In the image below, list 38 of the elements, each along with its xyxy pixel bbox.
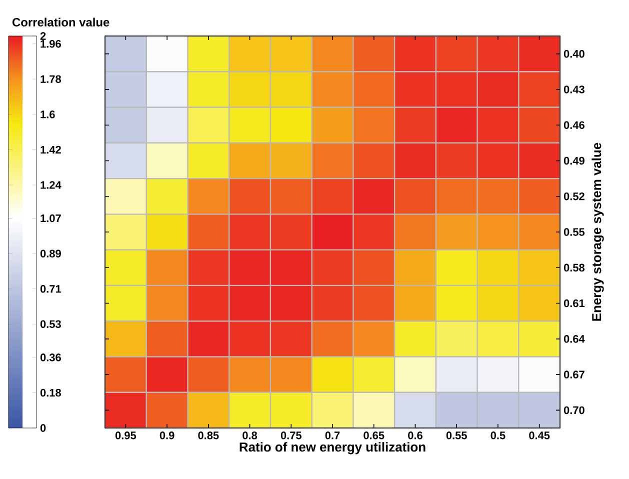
y-tick-label: 0.46 [564, 121, 584, 129]
color-bar-label: 0.53 [40, 320, 61, 328]
color-bar-label: 2 [40, 32, 46, 40]
x-tick-label: 0.65 [364, 432, 384, 440]
y-axis-title: Energy storage system value [592, 142, 604, 321]
x-tick-label: 0.6 [408, 432, 422, 440]
x-tick-label: 0.8 [242, 432, 258, 440]
color-bar-title: Correlation value [12, 18, 110, 26]
y-tick-label: 0.55 [564, 228, 585, 236]
y-tick-label: 0.40 [564, 50, 584, 58]
color-bar-label: 1.96 [40, 40, 61, 48]
color-bar-label: 0.36 [40, 354, 61, 362]
x-tick-label: 0.7 [325, 432, 340, 440]
x-tick-label: 0.75 [280, 432, 302, 440]
y-tick-label: 0.67 [564, 370, 584, 378]
x-tick-label: 0.55 [446, 432, 467, 440]
color-bar-label: 1.42 [40, 146, 61, 154]
y-tick-label: 0.61 [564, 299, 585, 308]
y-tick-label: 0.58 [564, 264, 585, 272]
y-tick-label: 0.49 [564, 156, 584, 165]
y-tick-label: 0.43 [564, 86, 584, 94]
color-bar-label: 1.6 [40, 110, 55, 118]
y-tick-label: 0.64 [564, 335, 585, 343]
color-bar-label: 0.18 [40, 388, 61, 397]
y-tick-label: 0.52 [564, 192, 584, 200]
color-bar-label: 1.24 [40, 181, 62, 189]
color-bar-label: 1.78 [40, 75, 61, 83]
x-tick-label: 0.45 [529, 432, 550, 440]
x-tick-label: 0.5 [490, 432, 506, 440]
x-axis-title: Ratio of new energy utilization [240, 442, 426, 454]
color-bar-label: 0.71 [40, 284, 62, 293]
color-bar-label: 0 [40, 424, 46, 432]
color-bar-label: 0.89 [40, 250, 61, 258]
x-tick-label: 0.9 [160, 432, 174, 440]
color-bar-label: 1.07 [40, 214, 61, 222]
x-tick-label: 0.95 [115, 432, 136, 440]
x-tick-label: 0.85 [198, 432, 219, 440]
y-tick-label: 0.70 [564, 406, 584, 414]
